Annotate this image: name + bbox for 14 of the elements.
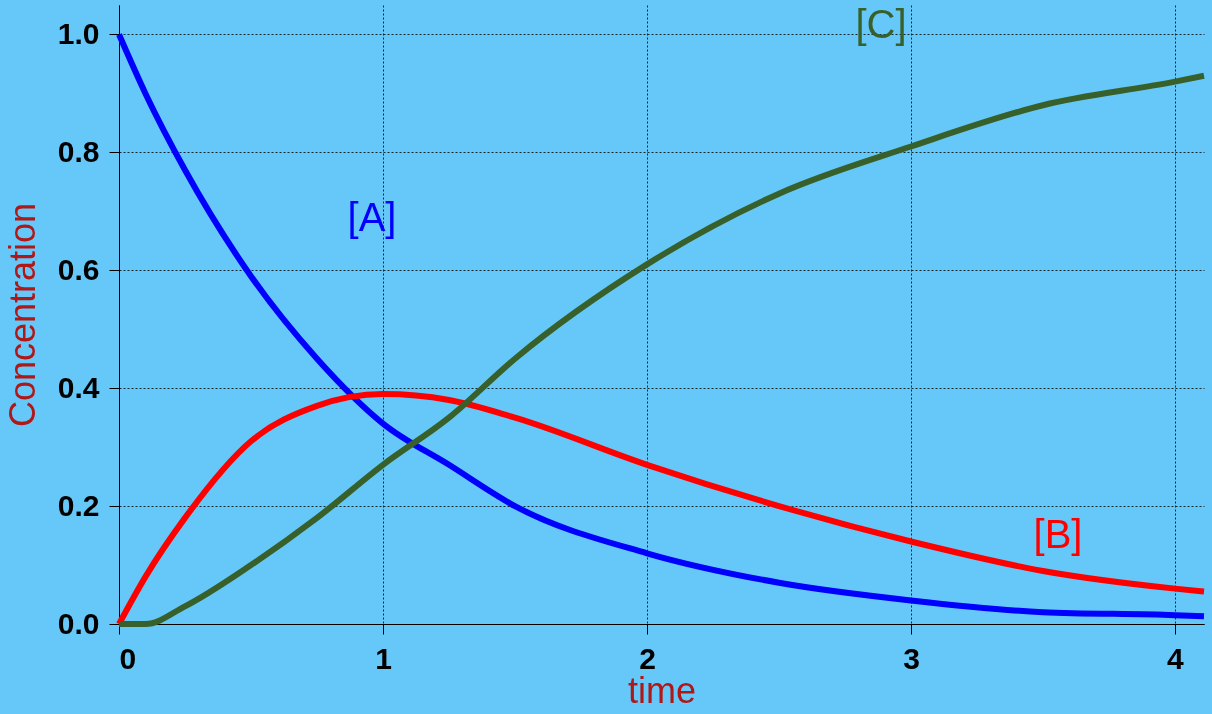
x-tick-label: 4 (1167, 641, 1185, 675)
x-tick-label: 0 (119, 641, 137, 675)
y-tick-label: 0.2 (57, 488, 100, 522)
y-tick-label: 0.0 (57, 606, 100, 640)
text: [C] (855, 2, 907, 47)
y-axis-title: Concentration (1, 202, 43, 428)
y-tick-label: 0.8 (57, 134, 100, 168)
series-label: [B] (1033, 511, 1083, 556)
y-tick-label: 0.4 (57, 370, 100, 404)
y-tick-label: 1.0 (57, 16, 100, 50)
x-tick-label: 3 (903, 641, 920, 675)
y-tick-label: 0.6 (57, 252, 100, 286)
text: [A] (347, 194, 397, 239)
x-tick-label: 1 (375, 641, 392, 675)
